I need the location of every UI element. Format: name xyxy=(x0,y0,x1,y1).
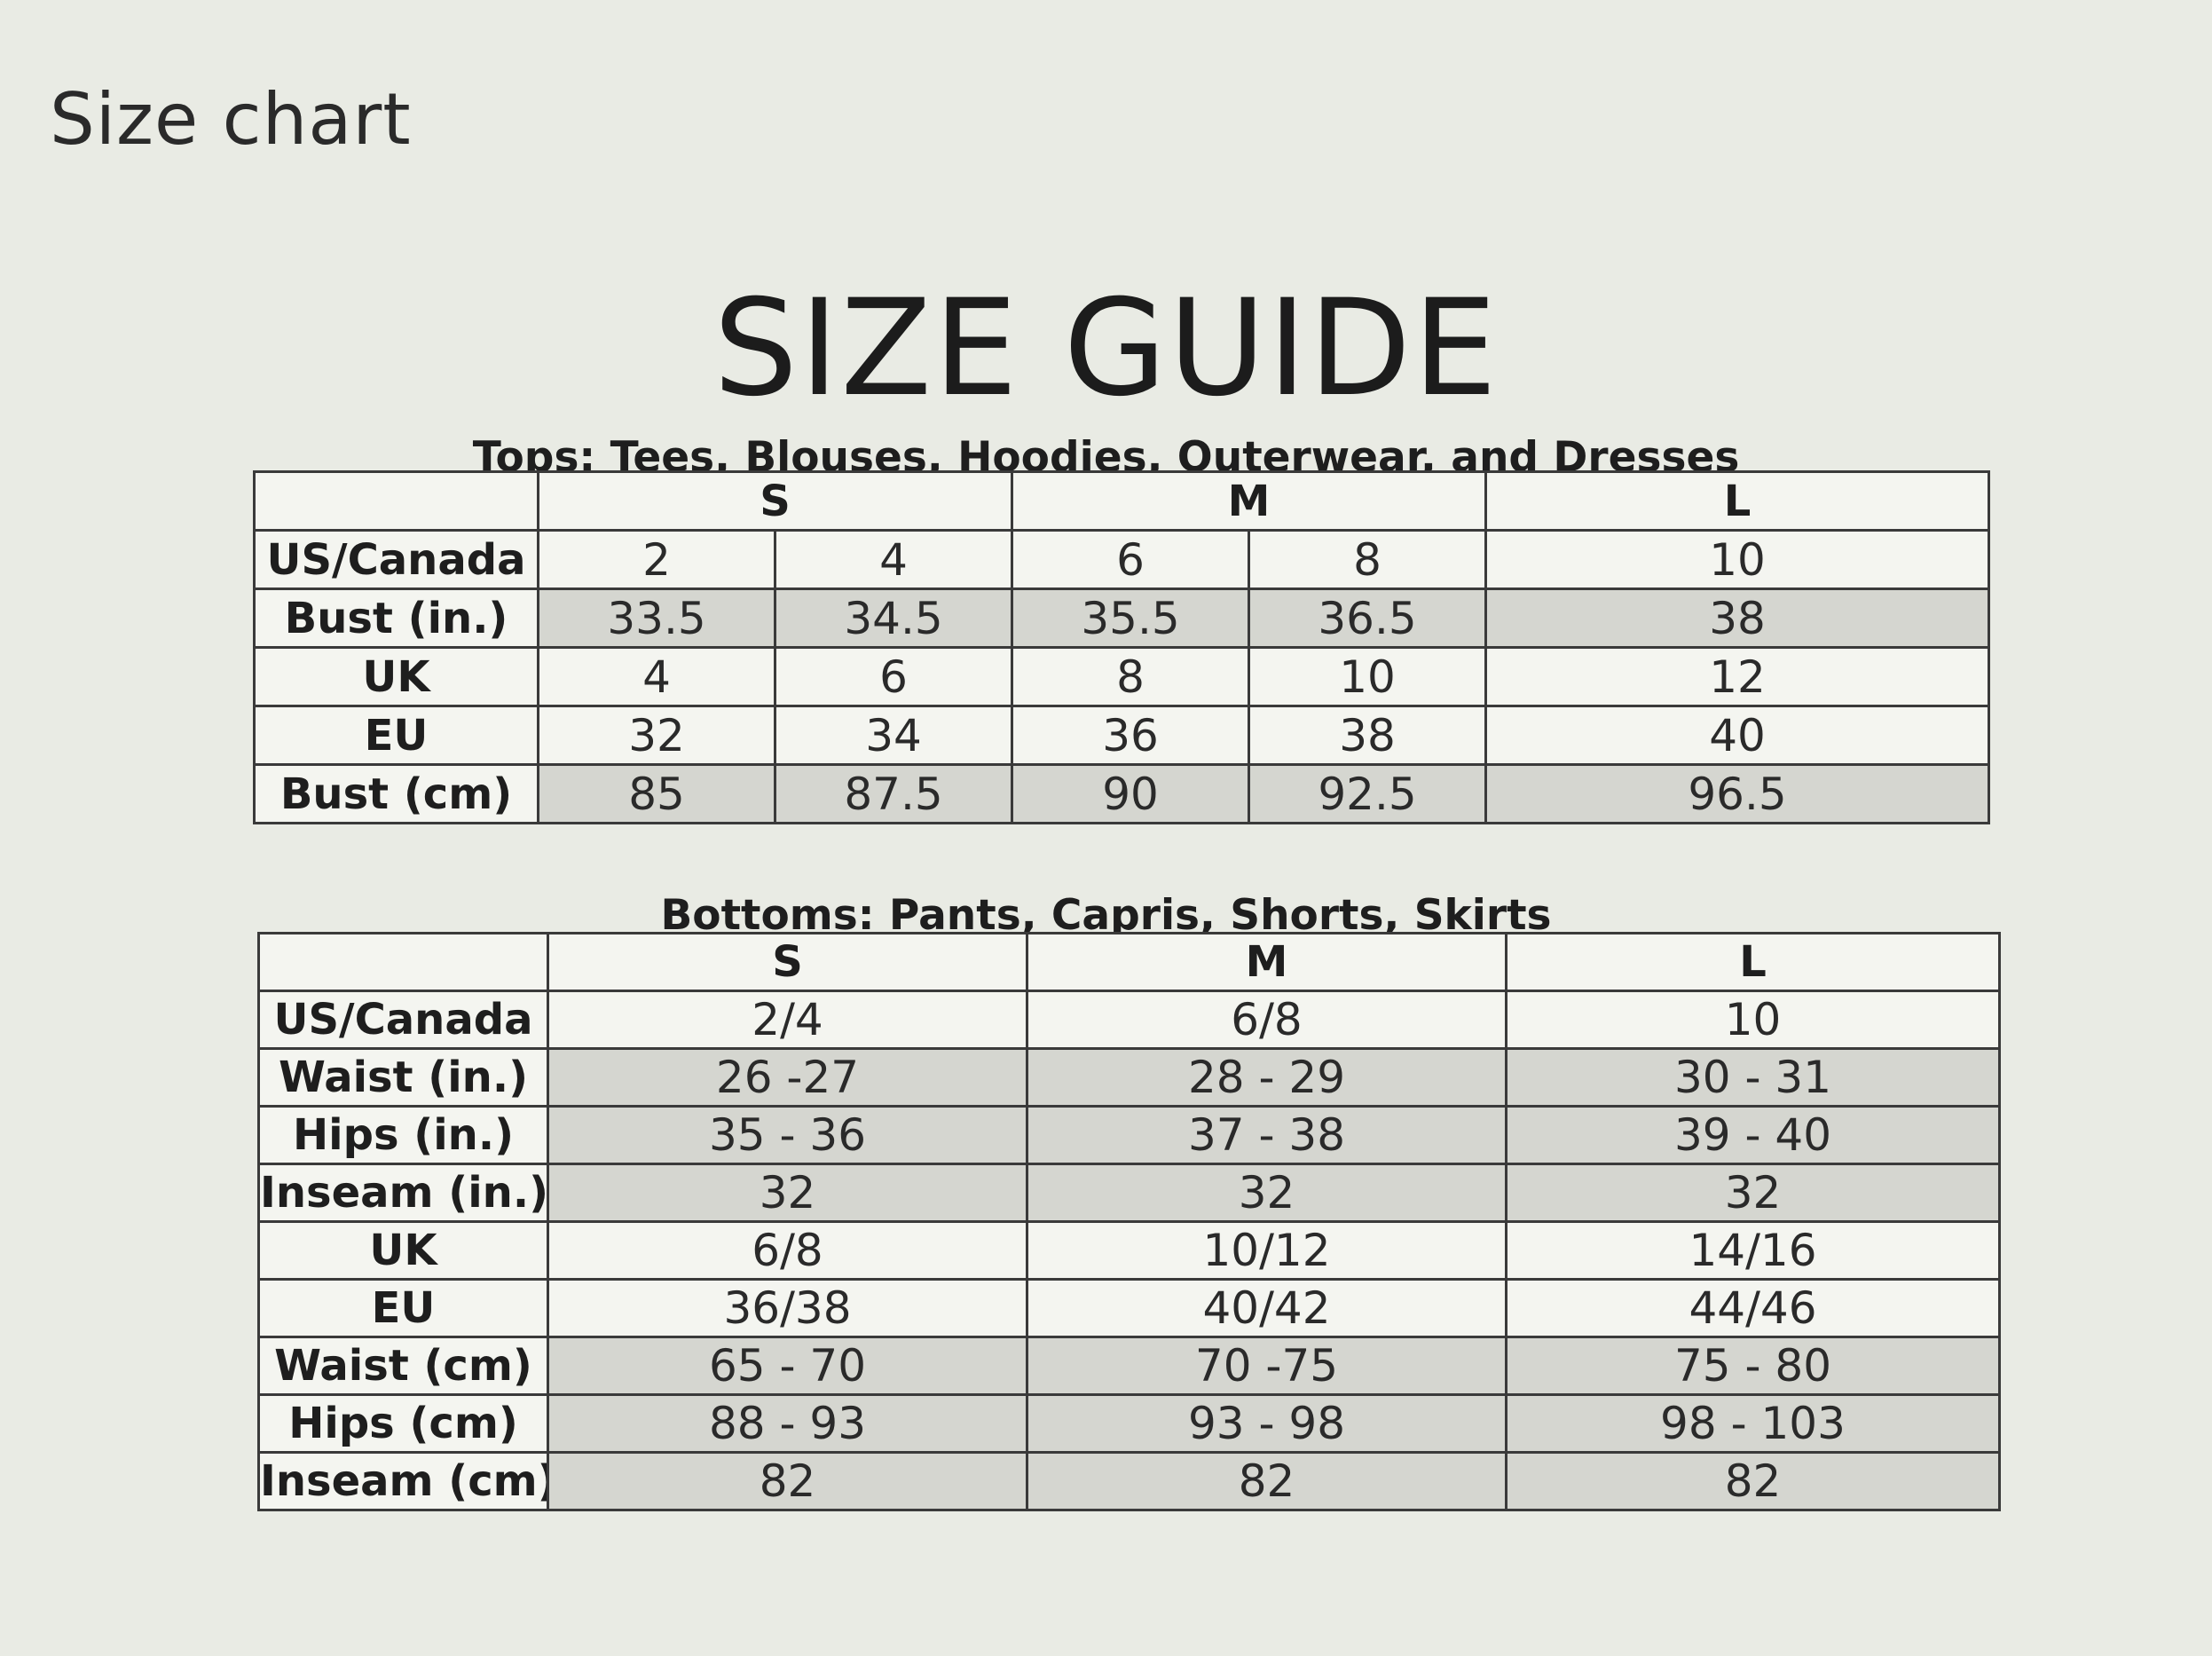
row-label: Hips (cm) xyxy=(257,1393,549,1454)
table-cell: 82 xyxy=(1505,1451,2001,1511)
tops-size-l-header: L xyxy=(1484,470,1991,532)
table-cell: 34 xyxy=(773,705,1014,766)
bottoms-size-m-header: M xyxy=(1026,932,1507,992)
bottoms-caption: Bottoms: Pants, Capris, Shorts, Skirts xyxy=(660,891,1552,940)
row-label: US/Canada xyxy=(257,990,549,1050)
row-label: Waist (cm) xyxy=(257,1336,549,1396)
table-cell: 40 xyxy=(1484,705,1991,766)
table-row: Hips (in.) 35 - 36 37 - 38 39 - 40 xyxy=(257,1105,2001,1165)
table-cell: 37 - 38 xyxy=(1026,1105,1507,1165)
table-cell: 10 xyxy=(1248,646,1488,707)
row-label: Bust (in.) xyxy=(253,587,539,649)
table-cell: 36/38 xyxy=(547,1278,1028,1338)
row-label: Inseam (cm) xyxy=(257,1451,549,1511)
table-cell: 90 xyxy=(1011,763,1251,824)
tops-size-m-header: M xyxy=(1011,470,1488,532)
bottoms-size-header-row: S M L xyxy=(257,932,2001,992)
table-cell: 4 xyxy=(773,529,1014,590)
table-cell: 82 xyxy=(1026,1451,1507,1511)
table-row: Bust (cm) 85 87.5 90 92.5 96.5 xyxy=(253,763,1991,824)
tops-size-table: S M L US/Canada 2 4 6 8 10 Bust (in.) 33… xyxy=(253,470,1991,824)
bottoms-corner-cell xyxy=(257,932,549,992)
table-cell: 2 xyxy=(537,529,776,590)
table-cell: 8 xyxy=(1011,646,1251,707)
table-cell: 10 xyxy=(1505,990,2001,1050)
table-cell: 2/4 xyxy=(547,990,1028,1050)
table-cell: 98 - 103 xyxy=(1505,1393,2001,1454)
table-cell: 70 -75 xyxy=(1026,1336,1507,1396)
table-row: US/Canada 2/4 6/8 10 xyxy=(257,990,2001,1050)
table-row: Hips (cm) 88 - 93 93 - 98 98 - 103 xyxy=(257,1393,2001,1454)
table-cell: 8 xyxy=(1248,529,1488,590)
table-row: UK 6/8 10/12 14/16 xyxy=(257,1220,2001,1281)
tops-size-s-header: S xyxy=(536,470,1014,532)
table-cell: 10/12 xyxy=(1026,1220,1507,1281)
table-cell: 32 xyxy=(547,1163,1028,1223)
table-cell: 4 xyxy=(537,646,776,707)
table-cell: 88 - 93 xyxy=(547,1393,1028,1454)
table-cell: 35.5 xyxy=(1011,587,1251,649)
table-row: UK 4 6 8 10 12 xyxy=(253,646,1991,707)
table-cell: 36 xyxy=(1011,705,1251,766)
table-cell: 93 - 98 xyxy=(1026,1393,1507,1454)
table-cell: 12 xyxy=(1484,646,1991,707)
table-cell: 65 - 70 xyxy=(547,1336,1028,1396)
bottoms-size-table: S M L US/Canada 2/4 6/8 10 Waist (in.) 2… xyxy=(257,932,2001,1511)
row-label: Hips (in.) xyxy=(257,1105,549,1165)
row-label: UK xyxy=(253,646,539,707)
table-cell: 32 xyxy=(1505,1163,2001,1223)
row-label: Bust (cm) xyxy=(253,763,539,824)
row-label: US/Canada xyxy=(253,529,539,590)
table-cell: 28 - 29 xyxy=(1026,1047,1507,1108)
table-cell: 38 xyxy=(1484,587,1991,649)
table-row: Waist (cm) 65 - 70 70 -75 75 - 80 xyxy=(257,1336,2001,1396)
table-row: Waist (in.) 26 -27 28 - 29 30 - 31 xyxy=(257,1047,2001,1108)
table-cell: 10 xyxy=(1484,529,1991,590)
size-guide-title: SIZE GUIDE xyxy=(712,272,1500,426)
table-row: EU 36/38 40/42 44/46 xyxy=(257,1278,2001,1338)
row-label: Inseam (in.) xyxy=(257,1163,549,1223)
table-cell: 32 xyxy=(1026,1163,1507,1223)
table-cell: 33.5 xyxy=(537,587,776,649)
table-cell: 34.5 xyxy=(773,587,1014,649)
tops-size-header-row: S M L xyxy=(253,470,1991,532)
table-row: US/Canada 2 4 6 8 10 xyxy=(253,529,1991,590)
table-row: Bust (in.) 33.5 34.5 35.5 36.5 38 xyxy=(253,587,1991,649)
table-cell: 85 xyxy=(537,763,776,824)
table-cell: 92.5 xyxy=(1248,763,1488,824)
table-row: Inseam (cm) 82 82 82 xyxy=(257,1451,2001,1511)
table-cell: 26 -27 xyxy=(547,1047,1028,1108)
bottoms-size-s-header: S xyxy=(547,932,1028,992)
table-cell: 39 - 40 xyxy=(1505,1105,2001,1165)
table-cell: 96.5 xyxy=(1484,763,1991,824)
table-cell: 87.5 xyxy=(773,763,1014,824)
row-label: EU xyxy=(257,1278,549,1338)
table-cell: 6 xyxy=(773,646,1014,707)
table-row: EU 32 34 36 38 40 xyxy=(253,705,1991,766)
page-title: Size chart xyxy=(50,78,412,161)
table-cell: 75 - 80 xyxy=(1505,1336,2001,1396)
table-cell: 38 xyxy=(1248,705,1488,766)
table-cell: 6/8 xyxy=(547,1220,1028,1281)
table-cell: 6 xyxy=(1011,529,1251,590)
table-cell: 32 xyxy=(537,705,776,766)
table-cell: 36.5 xyxy=(1248,587,1488,649)
table-cell: 40/42 xyxy=(1026,1278,1507,1338)
table-cell: 6/8 xyxy=(1026,990,1507,1050)
tops-corner-cell xyxy=(253,470,539,532)
table-cell: 44/46 xyxy=(1505,1278,2001,1338)
row-label: UK xyxy=(257,1220,549,1281)
bottoms-size-l-header: L xyxy=(1505,932,2001,992)
table-cell: 35 - 36 xyxy=(547,1105,1028,1165)
table-cell: 14/16 xyxy=(1505,1220,2001,1281)
row-label: EU xyxy=(253,705,539,766)
table-row: Inseam (in.) 32 32 32 xyxy=(257,1163,2001,1223)
row-label: Waist (in.) xyxy=(257,1047,549,1108)
table-cell: 82 xyxy=(547,1451,1028,1511)
table-cell: 30 - 31 xyxy=(1505,1047,2001,1108)
